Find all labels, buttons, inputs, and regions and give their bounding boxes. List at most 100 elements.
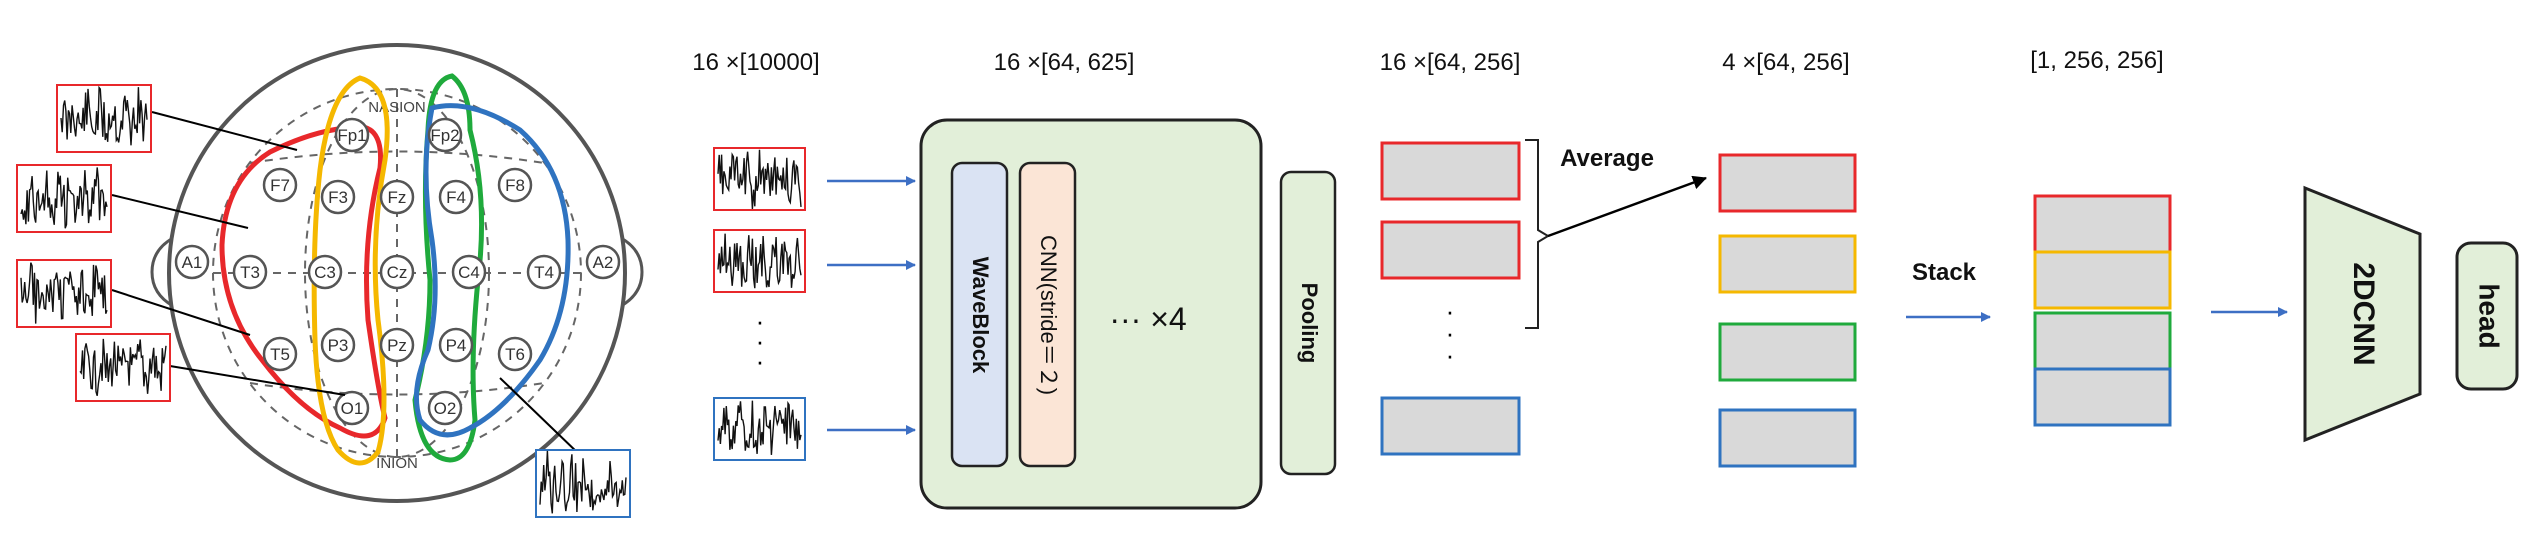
averaged-feature-blue	[1718, 408, 1857, 468]
average-brace	[1525, 139, 1550, 329]
pooling-box	[1279, 170, 1337, 476]
svg-text:C4: C4	[458, 263, 480, 282]
inion-label: INION	[376, 455, 418, 472]
electrode-t4: T4	[526, 254, 562, 290]
pooled-feature-stack: · · ·	[1380, 141, 1521, 456]
waveblock-box	[950, 161, 1009, 468]
svg-text:T4: T4	[534, 263, 554, 282]
group-outline-red	[219, 124, 388, 439]
pooled-feature-blue	[1380, 396, 1521, 456]
electrode-f4: F4	[438, 179, 474, 215]
electrode-fp2: Fp2	[427, 117, 463, 153]
eeg-waveform	[20, 167, 108, 229]
svg-text:·: ·	[756, 306, 765, 336]
svg-text:A2: A2	[593, 253, 614, 272]
electrode-c3: C3	[307, 254, 343, 290]
stacked-band-yellow	[2033, 250, 2172, 310]
pooled-feature-red-1	[1380, 141, 1521, 201]
electrode-p3: P3	[320, 327, 356, 363]
stacked-image	[2033, 194, 2172, 427]
eeg-waveform	[539, 450, 627, 514]
raw-ellipsis: · · ·	[756, 306, 765, 376]
svg-text:F4: F4	[446, 188, 466, 207]
electrode-t3: T3	[232, 254, 268, 290]
electrode-t5: T5	[262, 336, 298, 372]
electrode-o1: O1	[334, 390, 370, 426]
raw-signal-thumbnails	[16, 84, 631, 518]
head-diagram: NASION INION Fp1 Fp2 F7 F3 Fz F4 F8 A1 T3 C3 Cz C4 T…	[16, 43, 644, 518]
group-outline-blue	[413, 103, 571, 438]
svg-text:·: ·	[1446, 296, 1455, 326]
electrode-fp1: Fp1	[334, 117, 370, 153]
svg-text:F8: F8	[505, 176, 525, 195]
group-outline-yellow	[311, 75, 390, 466]
svg-text:·: ·	[756, 346, 765, 376]
stack-waveforms	[717, 149, 802, 455]
electrode-pz: Pz	[379, 327, 415, 363]
electrode-f8: F8	[497, 167, 533, 203]
cnn2d-label: 2DCNN	[2347, 262, 2380, 365]
svg-text:A1: A1	[182, 253, 203, 272]
waveblock-label: WaveBlock	[968, 257, 993, 374]
head-box	[2455, 241, 2519, 391]
stack-label: Stack	[1912, 259, 1977, 286]
stacked-band-green	[2033, 311, 2172, 371]
svg-text:O2: O2	[434, 399, 457, 418]
svg-text:Fp1: Fp1	[337, 126, 366, 145]
pooled-ellipsis: · · ·	[1446, 296, 1455, 370]
shape-label-stacked: [1, 256, 256]	[2030, 47, 2163, 74]
stack-operation: Stack	[1906, 259, 1991, 322]
electrodes: Fp1 Fp2 F7 F3 Fz F4 F8 A1 T3 C3 Cz C4 T4 A2 T5 P3 Pz P4 T6…	[174, 117, 621, 426]
svg-text:Pz: Pz	[387, 336, 407, 355]
svg-text:Cz: Cz	[387, 263, 408, 282]
cnn-box	[1018, 161, 1077, 468]
cnn2d-block: 2DCNN	[2303, 185, 2422, 443]
electrode-f7: F7	[262, 167, 298, 203]
eeg-waveform	[717, 233, 802, 289]
right-ear	[620, 236, 644, 308]
svg-text:P4: P4	[446, 336, 467, 355]
eeg-waveform	[20, 262, 108, 324]
electrode-p4: P4	[438, 327, 474, 363]
svg-text:·: ·	[756, 326, 765, 356]
shape-label-pooled: 16 ×[64, 256]	[1380, 49, 1521, 76]
electrode-c4: C4	[451, 254, 487, 290]
stacked-band-red	[2033, 194, 2172, 254]
thumb-waveforms	[20, 85, 627, 514]
repeat-label: ··· ×4	[1109, 301, 1186, 337]
svg-text:C3: C3	[314, 263, 336, 282]
svg-text:·: ·	[1446, 340, 1455, 370]
head-block: head	[2455, 241, 2519, 391]
electrode-o2: O2	[427, 390, 463, 426]
average-label: Average	[1560, 145, 1654, 172]
eeg-waveform	[717, 149, 802, 210]
svg-text:T5: T5	[270, 345, 290, 364]
stacked-band-blue	[2033, 367, 2172, 427]
raw-signal-stack: · · ·	[713, 147, 806, 461]
electrode-f3: F3	[320, 179, 356, 215]
average-operation: Average	[1525, 139, 1707, 329]
electrode-cz: Cz	[379, 254, 415, 290]
input-arrows	[827, 176, 916, 435]
shape-label-raw: 16 ×[10000]	[692, 49, 819, 76]
electrode-t6: T6	[497, 336, 533, 372]
pooling-block: Pooling	[1279, 170, 1337, 476]
electrode-a1: A1	[174, 244, 210, 280]
averaged-feature-yellow	[1718, 234, 1857, 294]
svg-text:F7: F7	[270, 176, 290, 195]
shape-label-features: 16 ×[64, 625]	[994, 49, 1135, 76]
electrode-a2: A2	[585, 244, 621, 280]
cnn-label: CNN(stride＝２)	[1036, 235, 1061, 395]
left-ear	[150, 236, 174, 308]
eeg-waveform	[79, 338, 167, 396]
cnn2d-trapezoid	[2303, 185, 2422, 443]
svg-text:P3: P3	[328, 336, 349, 355]
encoder-block: WaveBlock CNN(stride＝２) ··· ×4	[919, 118, 1263, 510]
electrode-fz: Fz	[379, 179, 415, 215]
nasion-label: NASION	[368, 99, 426, 116]
eeg-waveform	[717, 400, 802, 455]
svg-text:Fz: Fz	[388, 188, 407, 207]
averaged-feature-stack	[1718, 153, 1857, 468]
svg-text:T3: T3	[240, 263, 260, 282]
